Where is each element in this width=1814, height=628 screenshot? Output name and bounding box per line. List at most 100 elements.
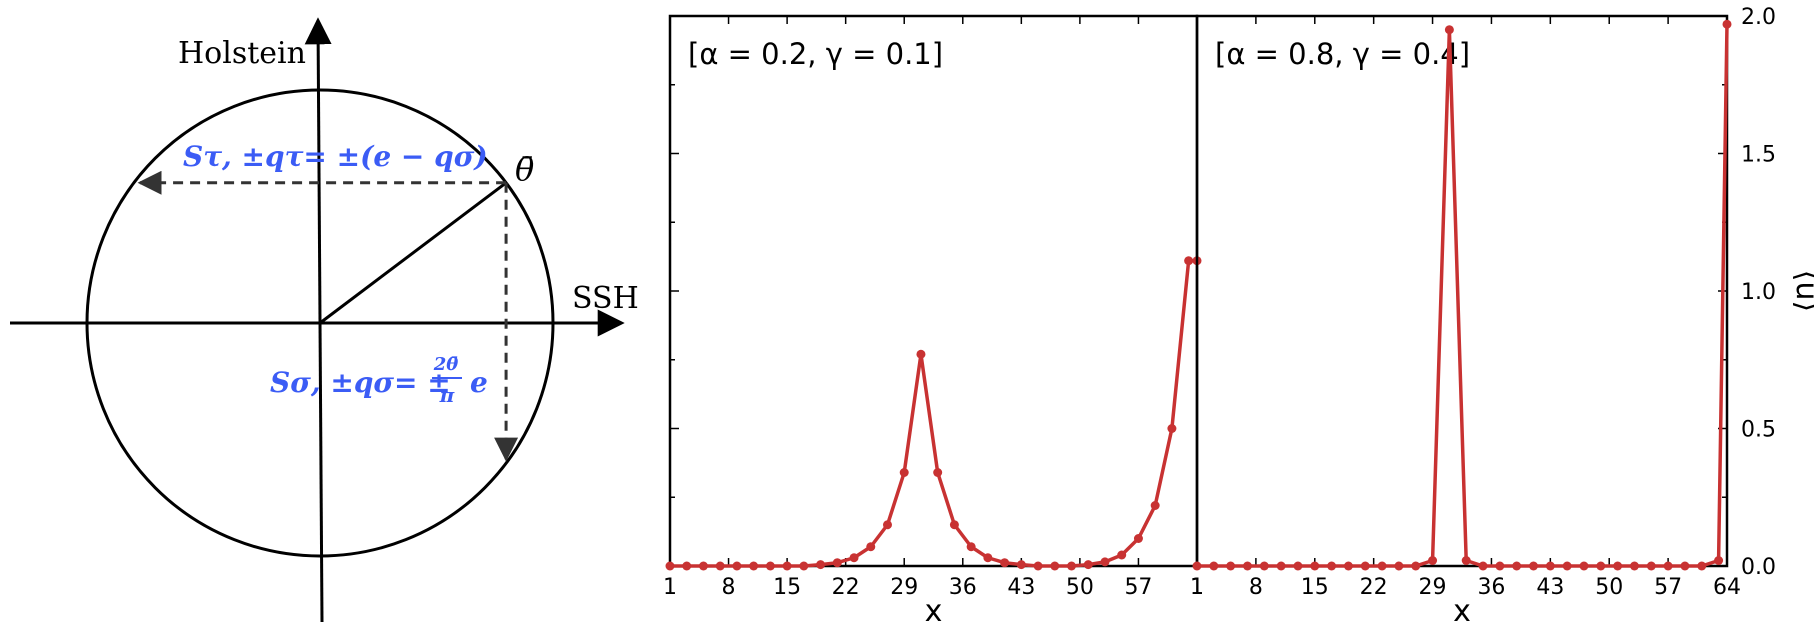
data-point (849, 553, 859, 563)
data-point (1226, 561, 1236, 571)
data-point (882, 520, 892, 530)
y-tick-label: 1.5 (1741, 143, 1776, 168)
data-point (698, 561, 708, 571)
data-point (1033, 561, 1043, 571)
x-tick-label: 36 (1477, 575, 1505, 600)
data-point (665, 561, 675, 571)
data-point (1167, 424, 1177, 433)
radius-line (319, 181, 507, 325)
lower-formula-numerator: 2θ̄ (433, 354, 459, 375)
data-point (1680, 561, 1690, 571)
data-point (1310, 561, 1320, 571)
x-tick-label: 1 (663, 575, 677, 600)
data-point (1209, 561, 1219, 571)
lower-formula-prefix: Sσ, ±qσ= ± (270, 366, 451, 399)
data-point (799, 561, 809, 571)
x-tick-label: 8 (1249, 575, 1263, 600)
data-point (765, 561, 775, 571)
upper-formula: Sτ, ±qτ= ±(e − qσ) (183, 140, 488, 173)
data-point (983, 553, 993, 563)
x-tick-label: 43 (1007, 575, 1035, 600)
x-tick-label: 1 (1190, 575, 1204, 600)
series-line (670, 259, 1197, 568)
x-tick-label: 36 (949, 575, 977, 600)
data-point (1000, 558, 1010, 568)
x-tick-label: 29 (890, 575, 918, 600)
data-point (866, 542, 876, 552)
data-point (1050, 561, 1060, 571)
panel-annotation: [α = 0.2, γ = 0.1] (688, 37, 943, 71)
data-point (816, 560, 826, 570)
holstein-label: Holstein (178, 36, 306, 71)
data-point (966, 542, 976, 552)
y-tick-label: 0.5 (1741, 418, 1776, 443)
data-point (1150, 501, 1160, 510)
x-tick-label: 43 (1536, 575, 1564, 600)
data-point (1242, 561, 1252, 571)
x-tick-label: 15 (1301, 575, 1329, 600)
data-point (1512, 561, 1522, 571)
data-point (916, 349, 926, 359)
x-tick-label: 8 (722, 575, 736, 600)
lower-formula-denominator: π (439, 383, 455, 407)
data-point (1714, 556, 1724, 565)
y-tick-label: 1.0 (1741, 280, 1776, 305)
data-point (1579, 561, 1589, 571)
data-point (1697, 561, 1707, 571)
data-point (1478, 561, 1488, 571)
data-point (1629, 561, 1639, 571)
data-point (749, 561, 759, 571)
data-point (1360, 561, 1370, 571)
data-point (1293, 561, 1303, 571)
plot-frame (1195, 14, 1729, 568)
data-point (1016, 560, 1026, 570)
data-point (1646, 561, 1656, 571)
x-tick-label: 57 (1124, 575, 1152, 600)
y-tick-label: 0.0 (1741, 555, 1776, 580)
data-point (1192, 561, 1202, 571)
data-point (1259, 561, 1269, 571)
ssh-label: SSH (572, 281, 639, 316)
data-point (1545, 561, 1555, 571)
data-point (715, 561, 725, 571)
data-point (1461, 556, 1471, 565)
data-point (899, 468, 909, 477)
data-point (1444, 25, 1454, 35)
x-axis-label: x (1453, 594, 1471, 628)
chart-panel-2: 1 8 15 22 29 36 43 50 57 640.0 0.5 1.0 1.5 2.0 x ⟨u⟩ [α … (1190, 5, 1814, 628)
data-point (1411, 561, 1421, 571)
data-point (1663, 561, 1673, 571)
panel-annotation: [α = 0.8, γ = 0.4] (1215, 37, 1470, 71)
data-point (1596, 561, 1606, 571)
data-point (1100, 557, 1110, 567)
x-tick-label: 1 (1190, 575, 1204, 600)
series-line (1197, 24, 1729, 568)
x-tick-label: 22 (832, 575, 860, 600)
lower-formula-suffix: e (470, 366, 488, 399)
x-axis-label: x (925, 594, 943, 628)
data-point (1377, 561, 1387, 571)
data-point (1117, 550, 1127, 560)
data-point (1067, 561, 1077, 571)
plot-frame (668, 14, 1199, 568)
theta-bar-label: θ̄ (515, 150, 534, 188)
data-point (949, 520, 959, 530)
data-point (1343, 561, 1353, 571)
x-tick-label: 50 (1595, 575, 1623, 600)
data-point (682, 561, 692, 571)
data-point (1327, 561, 1337, 571)
vertical-axis (304, 17, 332, 623)
x-tick-label: 50 (1066, 575, 1094, 600)
lower-formula: Sσ, ±qσ= ± 2θ̄ π e (270, 354, 488, 407)
line-chart-panels: 1 8 15 22 29 36 43 50 57 1x[α = 0.2, γ = 0.1]1 8 15… (663, 5, 1814, 628)
chart-panel-1: 1 8 15 22 29 36 43 50 57 1 x [α = 0.2, γ = 0.1] (663, 14, 1204, 628)
y-axis-label: ⟨u⟩ (1789, 270, 1814, 312)
data-point (933, 468, 943, 477)
data-point (1562, 561, 1572, 571)
data-point (782, 561, 792, 571)
data-point (1394, 561, 1404, 571)
data-point (1428, 556, 1438, 565)
x-tick-label: 15 (773, 575, 801, 600)
y-tick-label: 2.0 (1741, 5, 1776, 30)
